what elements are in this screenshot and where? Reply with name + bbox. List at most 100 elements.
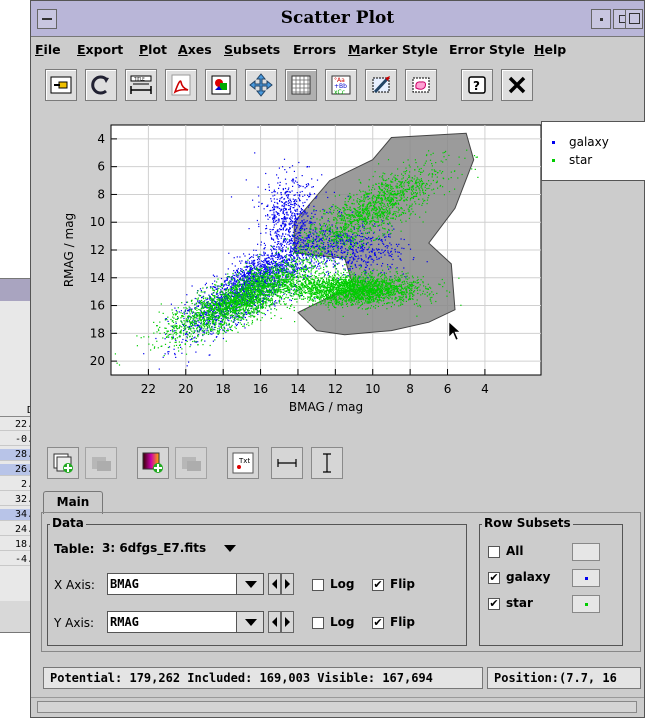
menu-file[interactable]: File <box>35 42 61 57</box>
subset-style-button-star[interactable] <box>572 595 600 613</box>
y-axis-next-button[interactable] <box>281 611 294 633</box>
y-tick-label: 10 <box>90 215 105 229</box>
subset-style-button-galaxy[interactable] <box>572 569 600 587</box>
table-cell[interactable]: 32. <box>0 494 36 506</box>
table-select[interactable]: 3: 6dfgs_E7.fits <box>100 538 240 560</box>
table-cell[interactable]: 26. <box>0 464 36 476</box>
table-cell[interactable]: 18. <box>0 539 36 551</box>
menu-bar: File Export Plot Axes Subsets Errors Marker St… <box>31 39 644 61</box>
subset-draw-icon[interactable] <box>365 69 397 101</box>
toolbar: TITLE °Aa +Bb xCc ? <box>31 65 644 107</box>
table-column-header[interactable]: D <box>0 405 36 417</box>
new-window-icon[interactable] <box>45 69 77 101</box>
x-flip-checkbox[interactable]: ✔ <box>372 578 384 591</box>
row-subsets-group: Row Subsets All ✔ galaxy ✔ star <box>479 516 623 646</box>
pdf-export-icon[interactable] <box>165 69 197 101</box>
chevron-down-icon <box>224 545 236 552</box>
grid-icon[interactable] <box>285 69 317 101</box>
table-cell[interactable]: 2. <box>0 479 36 491</box>
menu-errors[interactable]: Errors <box>293 42 337 57</box>
svg-text:+Bb: +Bb <box>334 83 347 90</box>
table-cell[interactable]: 34. <box>0 509 36 521</box>
text-label-icon[interactable]: Txt <box>227 447 259 479</box>
remove-layer-icon[interactable] <box>85 447 117 479</box>
x-axis-dropdown-button[interactable] <box>236 573 264 595</box>
window-menu-button[interactable] <box>37 9 57 29</box>
svg-text:°Aa: °Aa <box>334 77 345 84</box>
table-cell[interactable]: -4. <box>0 554 36 566</box>
scatter-plot-window: Scatter Plot File Export Plot Axes Subsets Er… <box>30 0 645 718</box>
status-position: Position:(7.7, 16 <box>487 667 641 689</box>
y-axis-step-arrows <box>268 611 296 633</box>
tab-main[interactable]: Main <box>43 491 103 514</box>
table-cell[interactable]: 28. <box>0 449 36 461</box>
image-export-icon[interactable] <box>205 69 237 101</box>
x-axis-input[interactable]: BMAG <box>107 573 237 595</box>
menu-help[interactable]: Help <box>534 42 567 57</box>
y-log-label: Log <box>330 615 355 629</box>
svg-text:?: ? <box>473 79 480 93</box>
y-axis-dropdown-button[interactable] <box>236 611 264 633</box>
tab-strip: Main <box>43 491 643 514</box>
window-titlebar[interactable]: Scatter Plot <box>31 1 644 37</box>
help-icon[interactable]: ? <box>461 69 493 101</box>
blob-draw-icon[interactable] <box>405 69 437 101</box>
subset-label-galaxy: galaxy <box>506 570 551 584</box>
y-error-bar-icon[interactable] <box>311 447 343 479</box>
menu-marker-style[interactable]: Marker Style <box>348 42 438 57</box>
x-tick-label: 16 <box>253 382 268 396</box>
table-cell[interactable]: -0. <box>0 434 36 446</box>
subset-checkbox-galaxy[interactable]: ✔ <box>488 571 500 584</box>
subset-checkbox-star[interactable]: ✔ <box>488 597 500 610</box>
x-tick-label: 14 <box>290 382 305 396</box>
add-colour-map-icon[interactable] <box>137 447 169 479</box>
legend-item-star: star <box>552 153 592 167</box>
table-cell[interactable]: 24. <box>0 524 36 536</box>
close-window-button[interactable] <box>625 9 643 29</box>
menu-subsets[interactable]: Subsets <box>224 42 281 57</box>
y-tick-label: 8 <box>97 187 105 201</box>
legend-icon[interactable]: °Aa +Bb xCc <box>325 69 357 101</box>
x-tick-label: 12 <box>328 382 343 396</box>
menu-axes[interactable]: Axes <box>178 42 212 57</box>
status-counts: Potential: 179,262 Included: 169,003 Vis… <box>43 667 483 689</box>
y-axis-prev-button[interactable] <box>268 611 281 633</box>
x-log-checkbox[interactable] <box>312 579 324 591</box>
legend-marker-star <box>552 159 555 162</box>
subset-marker-star <box>585 603 588 606</box>
mouse-cursor-icon <box>448 321 461 341</box>
plot-panel: 22 20 18 16 14 12 10 8 6 4 4 6 8 10 12 14 16 18 20 BMAG / m… <box>51 113 645 439</box>
x-axis-next-button[interactable] <box>281 573 294 595</box>
add-layer-icon[interactable] <box>47 447 79 479</box>
legend-marker-galaxy <box>552 141 555 144</box>
x-axis-title: BMAG / mag <box>289 400 363 414</box>
x-tick-label: 18 <box>216 382 231 396</box>
menu-export[interactable]: Export <box>77 42 124 57</box>
y-tick-label: 14 <box>90 271 105 285</box>
table-cell[interactable]: 22. <box>0 419 36 431</box>
close-icon[interactable] <box>501 69 533 101</box>
y-axis-label: Y Axis: <box>54 616 95 630</box>
replot-icon[interactable] <box>85 69 117 101</box>
legend-label-galaxy: galaxy <box>569 135 609 149</box>
subset-checkbox-all[interactable] <box>488 546 500 558</box>
y-axis-input[interactable]: RMAG <box>107 611 237 633</box>
menu-error-style[interactable]: Error Style <box>449 42 525 57</box>
y-log-checkbox[interactable] <box>312 617 324 629</box>
x-log-label: Log <box>330 577 355 591</box>
legend-label-star: star <box>569 153 593 167</box>
zoom-pan-icon[interactable] <box>245 69 277 101</box>
remove-colour-map-icon[interactable] <box>175 447 207 479</box>
plot-legend: galaxy star <box>541 121 645 181</box>
y-flip-checkbox[interactable]: ✔ <box>372 616 384 629</box>
y-tick-label: 12 <box>90 243 105 257</box>
minimize-button[interactable] <box>591 9 611 29</box>
x-axis-prev-button[interactable] <box>268 573 281 595</box>
plot-controls-toolbar: Txt <box>41 447 641 487</box>
x-error-bar-icon[interactable] <box>271 447 303 479</box>
axis-title-icon[interactable]: TITLE <box>125 69 157 101</box>
menu-plot[interactable]: Plot <box>139 42 168 57</box>
scatter-plot[interactable]: 22 20 18 16 14 12 10 8 6 4 4 6 8 10 12 14 16 18 20 BMAG / m… <box>51 113 543 439</box>
y-flip-label: Flip <box>390 615 416 629</box>
subset-style-button-all[interactable] <box>572 543 600 561</box>
